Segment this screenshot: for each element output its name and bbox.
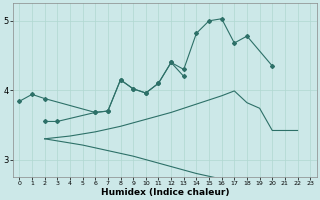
X-axis label: Humidex (Indice chaleur): Humidex (Indice chaleur) (100, 188, 229, 197)
